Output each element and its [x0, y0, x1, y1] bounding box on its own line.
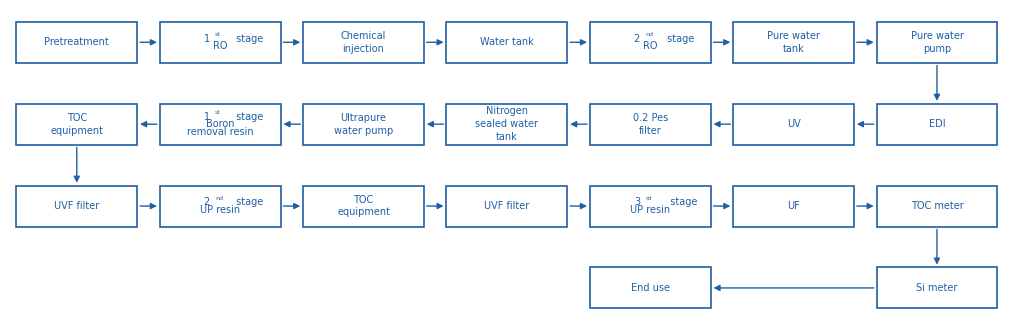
Text: stage: stage: [233, 197, 264, 207]
Text: 1: 1: [204, 112, 210, 122]
FancyBboxPatch shape: [590, 104, 711, 145]
Text: stage: stage: [233, 112, 264, 122]
Text: st: st: [215, 110, 221, 115]
Text: Nitrogen
sealed water
tank: Nitrogen sealed water tank: [475, 107, 539, 142]
FancyBboxPatch shape: [877, 185, 997, 227]
Text: UVF filter: UVF filter: [484, 201, 529, 211]
FancyBboxPatch shape: [16, 185, 137, 227]
Text: 2: 2: [634, 34, 640, 43]
FancyBboxPatch shape: [877, 22, 997, 63]
Text: Chemical
injection: Chemical injection: [341, 31, 386, 54]
Text: Water tank: Water tank: [480, 37, 534, 47]
Text: 0.2 Pes
filter: 0.2 Pes filter: [633, 113, 668, 136]
Text: stage: stage: [664, 34, 694, 43]
Text: nd: nd: [645, 32, 653, 37]
FancyBboxPatch shape: [590, 185, 711, 227]
Text: removal resin: removal resin: [186, 126, 254, 137]
Text: EDI: EDI: [929, 119, 945, 129]
Text: End use: End use: [631, 283, 670, 293]
FancyBboxPatch shape: [160, 185, 281, 227]
FancyBboxPatch shape: [446, 185, 567, 227]
Text: Pure water
tank: Pure water tank: [767, 31, 820, 54]
FancyBboxPatch shape: [590, 22, 711, 63]
Text: TOC meter: TOC meter: [910, 201, 964, 211]
FancyBboxPatch shape: [733, 185, 854, 227]
Text: UP resin: UP resin: [630, 205, 671, 215]
Text: Pretreatment: Pretreatment: [44, 37, 110, 47]
FancyBboxPatch shape: [16, 22, 137, 63]
FancyBboxPatch shape: [16, 104, 137, 145]
FancyBboxPatch shape: [733, 104, 854, 145]
FancyBboxPatch shape: [160, 22, 281, 63]
FancyBboxPatch shape: [160, 104, 281, 145]
Text: st: st: [215, 32, 221, 37]
Text: TOC
equipment: TOC equipment: [50, 113, 103, 136]
FancyBboxPatch shape: [877, 268, 997, 308]
Text: UF: UF: [787, 201, 800, 211]
Text: UVF filter: UVF filter: [54, 201, 99, 211]
Text: stage: stage: [664, 197, 697, 207]
Text: 1: 1: [204, 34, 210, 43]
Text: RO: RO: [213, 41, 227, 51]
FancyBboxPatch shape: [303, 185, 424, 227]
FancyBboxPatch shape: [446, 104, 567, 145]
Text: Pure water
pump: Pure water pump: [910, 31, 964, 54]
Text: Boron: Boron: [206, 119, 234, 129]
Text: stage: stage: [233, 34, 264, 43]
Text: Ultrapure
water pump: Ultrapure water pump: [334, 113, 393, 136]
FancyBboxPatch shape: [446, 22, 567, 63]
Text: nd: nd: [215, 196, 223, 201]
Text: UP resin: UP resin: [200, 205, 241, 215]
Text: 2: 2: [204, 197, 210, 207]
FancyBboxPatch shape: [303, 22, 424, 63]
FancyBboxPatch shape: [733, 22, 854, 63]
Text: RO: RO: [643, 41, 657, 51]
Text: Si meter: Si meter: [916, 283, 957, 293]
Text: UV: UV: [786, 119, 801, 129]
FancyBboxPatch shape: [590, 268, 711, 308]
FancyBboxPatch shape: [303, 104, 424, 145]
Text: 3: 3: [634, 197, 640, 207]
Text: rd: rd: [645, 196, 651, 201]
FancyBboxPatch shape: [877, 104, 997, 145]
Text: TOC
equipment: TOC equipment: [337, 195, 390, 217]
